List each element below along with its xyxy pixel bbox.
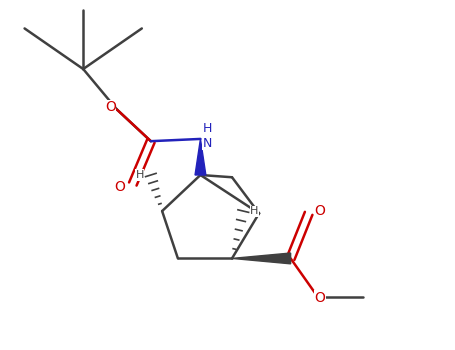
Text: O: O: [114, 180, 125, 194]
Polygon shape: [232, 253, 291, 264]
Polygon shape: [195, 139, 206, 175]
Text: H
N: H N: [202, 122, 212, 150]
Text: O: O: [314, 291, 325, 305]
Text: O: O: [105, 100, 116, 114]
Text: H: H: [136, 170, 144, 180]
Text: H: H: [250, 206, 259, 216]
Text: O: O: [314, 204, 325, 218]
